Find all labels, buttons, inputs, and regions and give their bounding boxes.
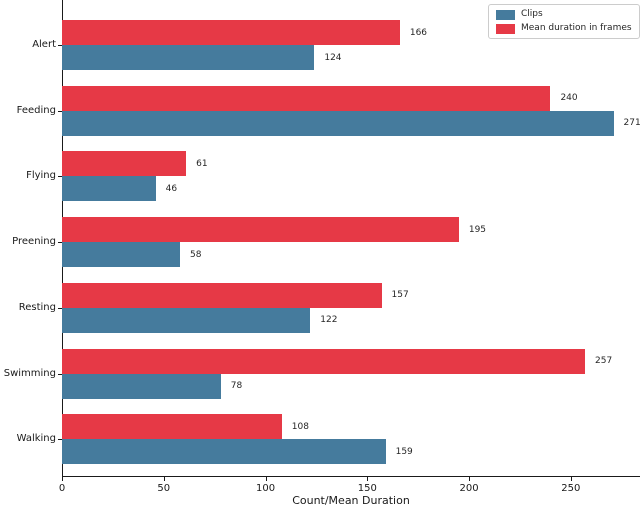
value-label: 195 bbox=[468, 224, 487, 235]
bar-mean-duration-in-frames-walking bbox=[62, 414, 282, 440]
legend-swatch-icon bbox=[496, 9, 515, 20]
bar-clips-swimming bbox=[62, 373, 221, 399]
y-tick-mark bbox=[58, 439, 62, 441]
bar-clips-alert bbox=[62, 45, 315, 70]
y-tick-mark bbox=[58, 373, 62, 375]
value-label: 122 bbox=[320, 315, 338, 326]
value-label: 257 bbox=[595, 356, 613, 366]
x-tick-label-50: 50 bbox=[157, 483, 171, 494]
bar-clips-preening bbox=[62, 242, 181, 268]
value-label: 46 bbox=[165, 183, 178, 194]
x-axis-spine bbox=[62, 476, 640, 477]
bar-clips-flying bbox=[62, 176, 156, 202]
bar-mean-duration-in-frames-flying bbox=[62, 151, 187, 177]
x-tick-label-200: 200 bbox=[459, 483, 479, 494]
bar-mean-duration-in-frames-feeding bbox=[62, 85, 551, 111]
value-label: 58 bbox=[190, 249, 202, 260]
x-tick-mark bbox=[367, 477, 369, 481]
y-tick-label-preening: Preening bbox=[12, 236, 56, 248]
bar-mean-duration-in-frames-preening bbox=[62, 217, 459, 243]
bar-mean-duration-in-frames-swimming bbox=[62, 348, 586, 374]
legend-swatch-icon bbox=[496, 23, 515, 34]
x-tick-label-100: 100 bbox=[255, 483, 276, 494]
plot-area: 166 124 240 271 61 46 195 58 157 122 257 78 108 159 bbox=[62, 0, 640, 476]
y-tick-label-alert: Alert bbox=[32, 39, 56, 50]
value-label: 108 bbox=[291, 421, 309, 432]
y-tick-mark bbox=[58, 110, 62, 112]
x-tick-label-0: 0 bbox=[58, 483, 66, 494]
x-tick-label-150: 150 bbox=[357, 483, 377, 494]
x-tick-mark bbox=[570, 477, 572, 481]
x-tick-mark bbox=[62, 477, 63, 481]
bar-mean-duration-in-frames-resting bbox=[62, 282, 382, 308]
bar-clips-feeding bbox=[62, 110, 614, 136]
y-tick-mark bbox=[58, 307, 62, 309]
value-label: 271 bbox=[623, 118, 640, 129]
value-label: 61 bbox=[196, 158, 208, 169]
value-label: 159 bbox=[395, 446, 413, 457]
x-axis-label: Count/Mean Duration bbox=[292, 494, 410, 507]
value-label: 157 bbox=[391, 290, 409, 301]
value-label: 166 bbox=[409, 27, 428, 38]
x-tick-mark bbox=[265, 477, 267, 481]
legend-label: Mean duration in frames bbox=[521, 23, 632, 33]
value-label: 240 bbox=[560, 93, 578, 104]
bar-clips-resting bbox=[62, 307, 311, 333]
y-tick-mark bbox=[58, 45, 62, 46]
bar-mean-duration-in-frames-alert bbox=[62, 20, 400, 45]
y-tick-label-flying: Flying bbox=[26, 170, 56, 182]
x-tick-mark bbox=[163, 477, 165, 481]
y-tick-mark bbox=[58, 176, 62, 178]
legend: Clips Mean duration in frames bbox=[488, 4, 640, 39]
y-tick-label-walking: Walking bbox=[16, 433, 56, 445]
y-tick-mark bbox=[58, 242, 62, 244]
x-tick-mark bbox=[469, 477, 471, 481]
value-label: 124 bbox=[324, 52, 342, 63]
bar-clips-walking bbox=[62, 439, 386, 465]
x-tick-label-250: 250 bbox=[561, 483, 581, 494]
y-tick-label-resting: Resting bbox=[18, 301, 56, 313]
legend-label: Clips bbox=[521, 9, 543, 19]
value-label: 78 bbox=[230, 381, 243, 391]
y-tick-label-swimming: Swimming bbox=[3, 367, 56, 379]
legend-item-mean-duration-in-frames: Mean duration in frames bbox=[496, 23, 632, 34]
legend-item-clips: Clips bbox=[496, 9, 632, 20]
y-tick-label-feeding: Feeding bbox=[16, 104, 56, 116]
